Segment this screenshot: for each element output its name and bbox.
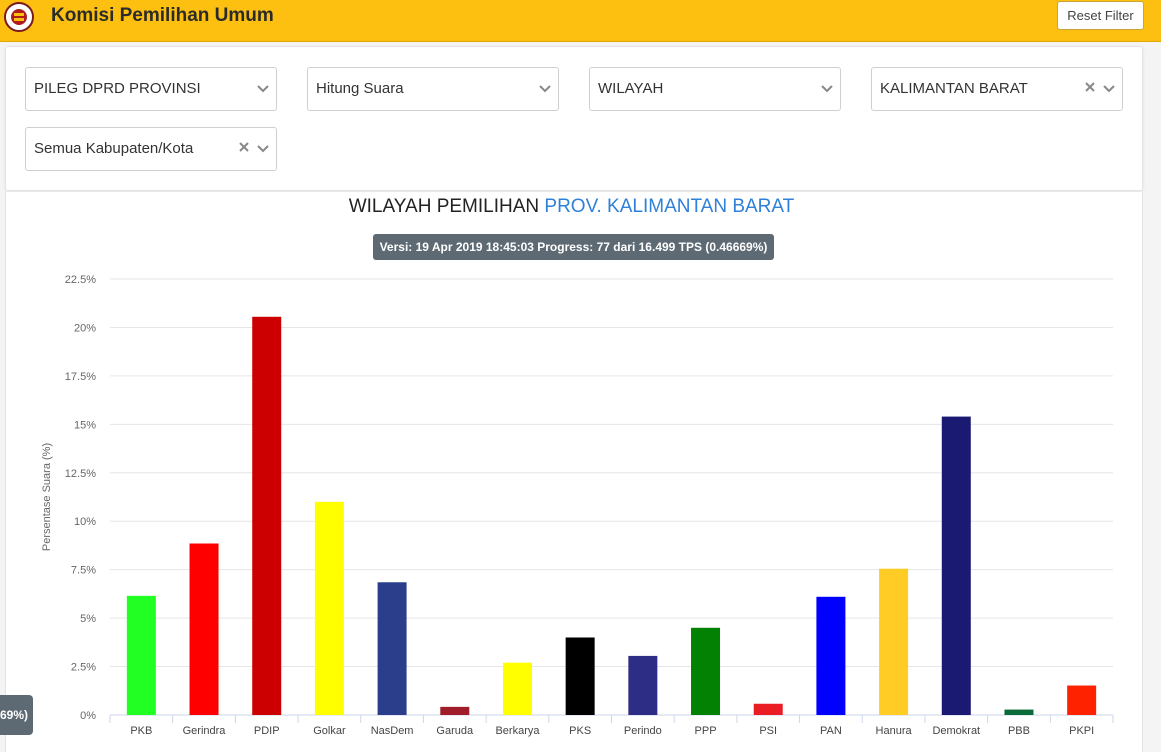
view-value: WILAYAH [598,80,664,97]
y-tick-label: 7.5% [71,565,96,577]
chart-title-prefix: WILAYAH PEMILIHAN [348,196,540,217]
regency-select[interactable]: Semua Kabupaten/Kota [25,127,277,171]
x-tick-label: NasDem [371,725,414,737]
bar-pkb [126,595,156,715]
x-tick-label: PDIP [254,725,280,737]
bar-gerindra [189,543,219,715]
mode-value: Hitung Suara [316,80,404,97]
y-tick-label: 20% [74,322,96,334]
y-tick-label: 22.5% [65,274,96,286]
x-tick-label: Demokrat [932,725,980,737]
view-select[interactable]: WILAYAH [589,67,841,111]
province-select[interactable]: KALIMANTAN BARAT [871,67,1123,111]
y-tick-label: 17.5% [65,371,96,383]
y-tick-label: 15% [74,419,96,431]
reset-filter-button[interactable]: Reset Filter [1057,1,1144,30]
bar-golkar [314,501,344,715]
bar-psi [753,703,783,715]
kpu-logo-icon [4,2,34,32]
clear-icon[interactable] [238,141,250,153]
x-tick-label: Gerindra [183,725,227,737]
bar-garuda [440,706,470,715]
mode-select[interactable]: Hitung Suara [307,67,559,111]
chevron-down-icon [1103,85,1115,93]
x-tick-label: PBB [1008,725,1030,737]
chevron-down-icon [821,85,833,93]
bar-demokrat [941,416,971,715]
x-tick-label: PSI [759,725,777,737]
chevron-down-icon [257,85,269,93]
bar-pks [565,637,595,715]
progress-side-badge: 69%) [0,695,33,735]
x-tick-label: PKPI [1069,725,1094,737]
election-type-value: PILEG DPRD PROVINSI [34,80,201,97]
x-tick-label: Golkar [313,725,346,737]
chart-title: WILAYAH PEMILIHAN PROV. KALIMANTAN BARAT [0,196,1143,218]
bar-ppp [691,627,721,715]
bar-pan [816,596,846,715]
bar-pkpi [1067,685,1097,715]
chevron-down-icon [539,85,551,93]
y-axis-label: Persentase Suara (%) [41,443,53,551]
bar-nasdem [377,582,407,715]
x-tick-label: Hanura [876,725,913,737]
x-tick-label: PAN [820,725,842,737]
bar-berkarya [502,662,532,715]
bar-hanura [879,568,909,715]
x-tick-label: Perindo [624,725,662,737]
clear-icon[interactable] [1084,81,1096,93]
bar-pbb [1004,709,1034,715]
app-title: Komisi Pemilihan Umum [51,5,274,26]
y-tick-label: 2.5% [71,662,96,674]
x-tick-label: PPP [695,725,717,737]
bar-perindo [628,655,658,715]
election-type-select[interactable]: PILEG DPRD PROVINSI [25,67,277,111]
version-progress-badge: Versi: 19 Apr 2019 18:45:03 Progress: 77… [373,234,774,260]
y-tick-label: 0% [80,710,96,722]
top-bar: Komisi Pemilihan Umum Reset Filter [0,0,1161,42]
x-tick-label: PKS [569,725,591,737]
x-tick-label: Garuda [436,725,474,737]
y-tick-label: 5% [80,613,96,625]
y-tick-label: 10% [74,516,96,528]
regency-value: Semua Kabupaten/Kota [34,140,194,157]
x-tick-label: PKB [130,725,152,737]
province-value: KALIMANTAN BARAT [880,80,1028,97]
x-tick-label: Berkarya [495,725,540,737]
chart-title-region: PROV. KALIMANTAN BARAT [544,196,795,217]
bar-pdip [252,316,282,715]
y-tick-label: 12.5% [65,468,96,480]
chevron-down-icon [257,145,269,153]
